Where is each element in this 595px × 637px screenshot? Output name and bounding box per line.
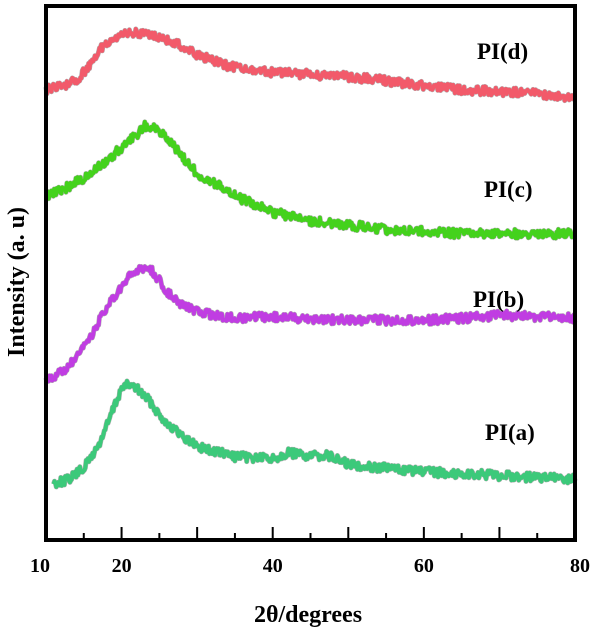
series-line-pib — [44, 264, 577, 384]
x-tick-label: 10 — [30, 555, 50, 577]
x-tick-label: 20 — [112, 555, 132, 577]
y-axis-title: Intensity (a. u) — [4, 207, 30, 357]
series-group — [43, 26, 578, 490]
series-label-pia: PI(a) — [485, 420, 535, 445]
x-tick-label: 40 — [263, 555, 283, 577]
x-axis-title: 2θ/degrees — [254, 602, 362, 628]
x-tick-labels: 10 20 40 60 80 — [30, 555, 590, 577]
series-label-pib: PI(b) — [473, 287, 524, 312]
x-tick-label: 60 — [414, 555, 434, 577]
series-line-pid — [44, 27, 577, 103]
x-axis: 10 20 40 60 80 — [30, 527, 590, 577]
series-line-pia — [51, 379, 577, 489]
x-ticks — [45, 527, 576, 540]
series-labels: PI(a) PI(b) PI(c) PI(d) — [473, 39, 535, 445]
series-label-pic: PI(c) — [484, 177, 533, 202]
series-label-pid: PI(d) — [477, 39, 528, 64]
x-tick-label: 80 — [570, 555, 590, 577]
series-line-pic — [44, 119, 576, 241]
